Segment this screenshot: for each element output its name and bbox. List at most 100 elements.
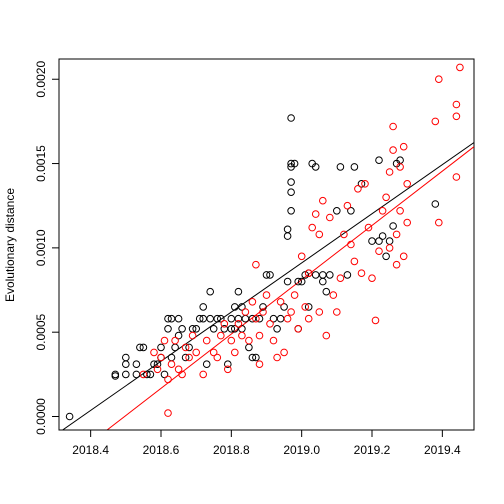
data-point bbox=[357, 269, 366, 278]
data-point bbox=[245, 343, 253, 352]
data-point bbox=[188, 331, 197, 340]
data-point bbox=[174, 314, 183, 323]
data-point bbox=[199, 303, 207, 311]
data-point bbox=[202, 336, 211, 345]
data-point bbox=[206, 314, 214, 323]
data-point bbox=[399, 252, 408, 261]
data-point bbox=[315, 308, 324, 316]
data-point bbox=[333, 207, 341, 215]
data-point bbox=[368, 237, 376, 245]
data-point bbox=[322, 287, 331, 296]
data-point bbox=[382, 252, 390, 261]
data-point bbox=[227, 325, 236, 333]
data-point bbox=[213, 353, 222, 362]
data-point bbox=[304, 314, 313, 323]
data-point bbox=[283, 277, 292, 286]
data-point bbox=[234, 287, 243, 296]
data-point bbox=[224, 365, 232, 374]
data-point bbox=[241, 314, 250, 323]
data-point bbox=[294, 325, 303, 333]
data-point bbox=[206, 287, 214, 296]
fit-line bbox=[61, 142, 474, 430]
data-point bbox=[181, 343, 190, 352]
data-point bbox=[287, 308, 295, 316]
data-point bbox=[153, 360, 162, 369]
data-point bbox=[319, 196, 327, 205]
data-point bbox=[234, 320, 243, 328]
data-point bbox=[396, 163, 404, 171]
data-point bbox=[435, 218, 443, 227]
data-point bbox=[157, 343, 165, 352]
data-point bbox=[336, 274, 345, 283]
data-point bbox=[65, 412, 74, 421]
data-point bbox=[248, 353, 257, 362]
y-axis: 0.0000 0.0005 0.0010 0.0015 0.0020 bbox=[34, 61, 60, 435]
data-point bbox=[178, 370, 186, 379]
data-point bbox=[452, 173, 461, 181]
data-point bbox=[319, 271, 327, 279]
data-point bbox=[378, 232, 387, 240]
data-point bbox=[375, 237, 383, 245]
data-point bbox=[192, 348, 200, 357]
data-point bbox=[350, 257, 359, 266]
data-point bbox=[357, 180, 366, 188]
data-point bbox=[431, 117, 440, 126]
data-point bbox=[111, 372, 120, 380]
data-point bbox=[297, 277, 306, 286]
data-point bbox=[227, 314, 236, 323]
data-point bbox=[399, 142, 408, 151]
data-point bbox=[385, 244, 394, 252]
data-point bbox=[322, 331, 331, 340]
data-point bbox=[329, 291, 338, 299]
data-point bbox=[164, 314, 172, 323]
data-point bbox=[392, 230, 401, 239]
data-point bbox=[167, 353, 176, 362]
data-point bbox=[164, 325, 172, 333]
data-point bbox=[160, 336, 169, 345]
y-tick-label: 0.0000 bbox=[34, 398, 48, 435]
data-point bbox=[181, 353, 190, 362]
data-point bbox=[195, 314, 204, 323]
data-point bbox=[389, 146, 397, 154]
data-point bbox=[224, 360, 232, 369]
data-point bbox=[164, 375, 172, 384]
data-point bbox=[280, 303, 288, 311]
data-point bbox=[227, 336, 236, 345]
data-point bbox=[220, 320, 229, 328]
data-point bbox=[375, 247, 383, 255]
data-point bbox=[178, 325, 186, 333]
data-point bbox=[452, 100, 461, 109]
data-point bbox=[150, 348, 158, 357]
data-point bbox=[375, 156, 383, 164]
data-point bbox=[347, 207, 355, 215]
data-point bbox=[139, 370, 148, 379]
data-point bbox=[167, 360, 176, 369]
data-point bbox=[273, 353, 281, 362]
plot-frame bbox=[58, 58, 475, 431]
data-point bbox=[262, 271, 271, 279]
data-point bbox=[122, 360, 130, 369]
data-point bbox=[153, 365, 162, 374]
data-point bbox=[248, 314, 257, 323]
data-point bbox=[199, 370, 207, 379]
data-point bbox=[255, 314, 264, 323]
data-point bbox=[171, 336, 179, 345]
y-tick-label: 0.0010 bbox=[34, 229, 48, 266]
data-point bbox=[185, 353, 193, 362]
data-points bbox=[65, 63, 464, 421]
data-point bbox=[174, 365, 183, 374]
data-point bbox=[122, 370, 130, 379]
data-point bbox=[311, 163, 320, 171]
data-point bbox=[301, 271, 310, 279]
data-point bbox=[389, 122, 397, 131]
y-tick-label: 0.0005 bbox=[34, 314, 48, 351]
data-point bbox=[336, 163, 345, 171]
data-point bbox=[132, 360, 141, 369]
data-point bbox=[343, 201, 352, 210]
data-point bbox=[343, 271, 352, 279]
data-point bbox=[368, 274, 376, 283]
data-point bbox=[231, 348, 239, 357]
data-point bbox=[252, 260, 260, 269]
x-tick-label: 2019.0 bbox=[283, 443, 320, 457]
